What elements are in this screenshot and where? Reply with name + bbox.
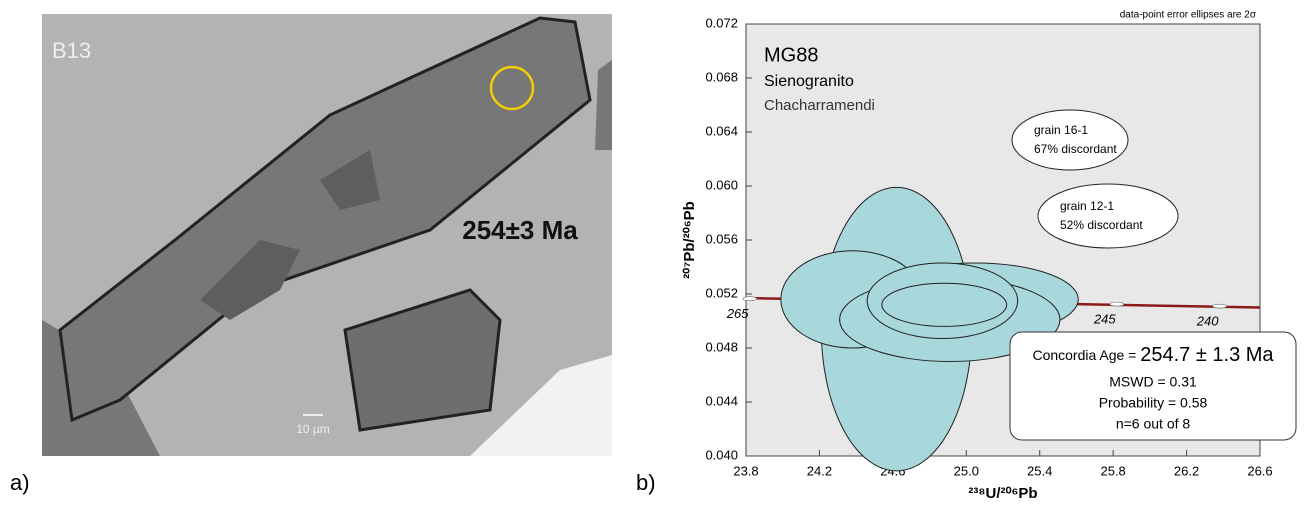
annotation-text: 52% discordant [1060, 218, 1143, 232]
y-tick-label: 0.040 [705, 447, 738, 462]
age-marker [1109, 301, 1125, 307]
zone [320, 150, 380, 210]
y-tick-label: 0.056 [705, 231, 738, 246]
micrograph: B13 254±3 Ma 10 µm [42, 14, 612, 456]
result-label: Concordia Age = [1032, 347, 1140, 363]
crystal [595, 60, 612, 150]
crystal [343, 288, 502, 432]
y-tick-label: 0.048 [705, 339, 738, 354]
x-tick-label: 26.6 [1247, 463, 1272, 478]
y-tick-label: 0.072 [705, 15, 738, 30]
spot [489, 65, 535, 111]
annotation-text: grain 16-1 [1034, 123, 1088, 137]
age-label: 240 [1196, 314, 1219, 329]
y-tick-label: 0.052 [705, 285, 738, 300]
zone [200, 240, 300, 320]
result-line: n=6 out of 8 [1116, 416, 1191, 432]
annotation-text: grain 12-1 [1060, 199, 1114, 213]
x-axis-label: ²³⁸U/²⁰⁶Pb [968, 485, 1037, 502]
result-box [1009, 331, 1297, 441]
note: data-point error ellipses are 2σ [1120, 10, 1257, 21]
subtitle: Sienogranito [764, 73, 854, 90]
scale-label: 10 µm [296, 422, 330, 436]
annotation-text: 67% discordant [1034, 142, 1117, 156]
y-tick-label: 0.060 [705, 177, 738, 192]
y-tick-label: 0.064 [705, 123, 738, 138]
location: Chacharramendi [764, 97, 875, 114]
annotation-bubble [1011, 109, 1129, 171]
x-tick-label: 25.4 [1027, 463, 1052, 478]
age-label: 265 [726, 306, 749, 321]
chart-title: MG88 [764, 44, 818, 66]
result-line: Probability = 0.58 [1099, 395, 1208, 411]
x-tick-label: 23.8 [733, 463, 758, 478]
age-label: 254±3 Ma [462, 215, 578, 245]
y-tick-label: 0.068 [705, 69, 738, 84]
result-line: MSWD = 0.31 [1109, 374, 1197, 390]
sample-label: B13 [52, 38, 91, 63]
panel-label: a) [10, 470, 30, 495]
x-tick-label: 25.8 [1100, 463, 1125, 478]
crystal [58, 16, 592, 423]
age-label: 245 [1093, 312, 1116, 327]
x-tick-label: 24.2 [807, 463, 832, 478]
y-axis-label: ²⁰⁷Pb/²⁰⁶Pb [681, 201, 698, 279]
age-marker [1212, 303, 1227, 309]
y-tick-label: 0.044 [705, 393, 738, 408]
error-ellipse [881, 282, 1008, 327]
result-line: Concordia Age = 254.7 ± 1.3 Ma [1032, 344, 1274, 366]
age-marker [742, 296, 757, 302]
panel-label: b) [636, 470, 656, 495]
result-age: 254.7 ± 1.3 Ma [1140, 344, 1274, 366]
bright-grain [470, 355, 612, 456]
x-tick-label: 26.2 [1174, 463, 1199, 478]
annotation-bubble [1037, 183, 1179, 249]
x-tick-label: 25.0 [954, 463, 979, 478]
